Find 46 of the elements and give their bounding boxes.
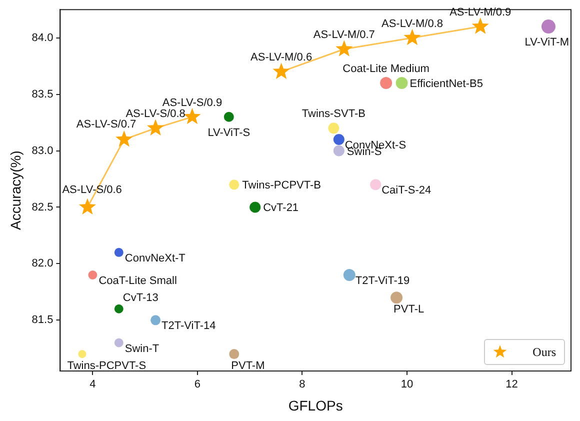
annotation: AS-LV-S/0.9 <box>162 96 222 109</box>
annotation: CaiT-S-24 <box>382 184 432 197</box>
annotation: T2T-ViT-14 <box>162 320 216 332</box>
point <box>147 119 164 136</box>
annotation: AS-LV-S/0.7 <box>76 118 136 130</box>
x-tick-label: 6 <box>194 378 201 391</box>
legend-label: Ours <box>532 344 556 360</box>
annotation: PVT-L <box>394 304 424 316</box>
y-axis-title: Accuracy(%) <box>7 150 24 230</box>
y-tick-label: 83.5 <box>32 88 54 100</box>
point <box>184 108 201 124</box>
point <box>272 62 290 79</box>
y-tick-label: 82.0 <box>32 258 54 270</box>
x-axis-title: GFLOPs <box>288 397 343 414</box>
point <box>404 28 421 46</box>
x-tick-label: 8 <box>299 378 306 391</box>
point <box>116 130 133 147</box>
point <box>472 18 489 34</box>
annotation: LV-ViT-S <box>208 126 250 139</box>
annotation: T2T-ViT-19 <box>355 275 410 288</box>
annotation: CvT-13 <box>122 292 158 304</box>
y-tick-label: 82.5 <box>32 201 54 214</box>
point <box>336 40 353 56</box>
annotation: LV-ViT-M <box>524 36 570 49</box>
annotation: AS-LV-M/0.6 <box>250 52 312 64</box>
annotation: AS-LV-M/0.9 <box>450 6 512 19</box>
annotation: AS-LV-M/0.7 <box>313 29 375 42</box>
x-tick-label: 4 <box>90 378 96 391</box>
annotation: ConvNeXt-T <box>124 252 186 264</box>
annotation: Twins-PCPVT-S <box>67 360 146 372</box>
annotation: AS-LV-S/0.8 <box>126 108 186 120</box>
annotation: EfficientNet-B5 <box>410 78 483 90</box>
annotation: AS-LV-M/0.8 <box>381 18 444 30</box>
x-tick-label: 10 <box>400 378 414 391</box>
annotation: Twins-PCPVT-B <box>242 180 321 192</box>
annotation: CvT-21 <box>263 202 299 214</box>
annotation: PVT-M <box>231 360 265 372</box>
y-tick-label: 83.0 <box>32 144 54 157</box>
x-tick-label: 12 <box>506 378 518 391</box>
y-tick-label: 84.0 <box>32 32 54 44</box>
y-tick-label: 81.5 <box>32 314 54 326</box>
annotation: Swin-T <box>124 342 160 355</box>
annotation: Twins-SVT-B <box>302 108 366 120</box>
annotation: CoaT-Lite Small <box>98 275 177 288</box>
point <box>78 198 96 215</box>
annotation: Coat-Lite Medium <box>342 63 430 76</box>
